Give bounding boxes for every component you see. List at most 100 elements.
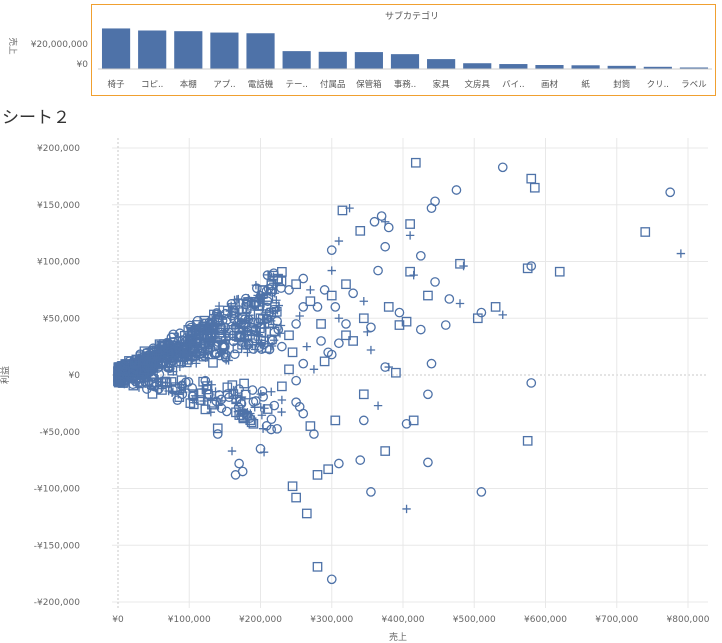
scatter-point-plus[interactable] (243, 348, 252, 357)
scatter-point-circle[interactable] (220, 341, 230, 352)
scatter-point-plus[interactable] (183, 351, 192, 360)
scatter-point-square[interactable] (254, 300, 265, 311)
scatter-point-square[interactable] (312, 561, 323, 572)
scatter-point-square[interactable] (147, 389, 158, 399)
scatter-point-square[interactable] (255, 313, 266, 324)
scatter-point-square[interactable] (139, 364, 150, 374)
bar-3[interactable] (210, 32, 239, 69)
scatter-point-circle[interactable] (355, 455, 366, 465)
scatter-point-plus[interactable] (165, 363, 174, 372)
scatter-point-square[interactable] (529, 182, 540, 193)
scatter-point-circle[interactable] (665, 187, 676, 198)
scatter-point-circle[interactable] (266, 414, 277, 425)
scatter-point-square[interactable] (129, 357, 140, 368)
bar-16[interactable] (679, 67, 709, 69)
scatter-point-circle[interactable] (451, 185, 462, 195)
scatter-point-square[interactable] (522, 435, 533, 446)
scatter-point-circle[interactable] (154, 383, 164, 394)
scatter-point-circle[interactable] (426, 358, 437, 369)
scatter-point-square[interactable] (472, 313, 483, 324)
scatter-point-circle[interactable] (330, 302, 341, 312)
scatter-point-plus[interactable] (224, 356, 233, 365)
scatter-point-plus[interactable] (133, 371, 142, 380)
scatter-point-square[interactable] (207, 397, 217, 408)
scatter-point-plus[interactable] (231, 398, 241, 407)
scatter-point-circle[interactable] (334, 458, 344, 469)
scatter-point-circle[interactable] (423, 389, 433, 400)
bar-0[interactable] (101, 28, 131, 69)
bar-8[interactable] (390, 54, 420, 69)
bar-5[interactable] (282, 51, 311, 69)
scatter-point-plus[interactable] (207, 316, 217, 325)
scatter-point-square[interactable] (380, 446, 391, 456)
scatter-point-square[interactable] (554, 266, 565, 277)
scatter-point-circle[interactable] (234, 458, 244, 469)
scatter-point-circle[interactable] (266, 424, 277, 435)
scatter-point-plus[interactable] (188, 395, 198, 404)
scatter-point-square[interactable] (291, 279, 301, 290)
scatter-point-circle[interactable] (423, 457, 433, 468)
scatter-point-plus[interactable] (175, 362, 185, 372)
scatter-point-circle[interactable] (341, 319, 351, 329)
scatter-point-square[interactable] (401, 316, 412, 327)
scatter-point-plus[interactable] (178, 348, 188, 358)
scatter-point-square[interactable] (154, 351, 164, 361)
scatter-point-plus[interactable] (277, 395, 287, 405)
scatter-point-plus[interactable] (255, 332, 264, 341)
scatter-point-square[interactable] (348, 336, 358, 346)
scatter-point-circle[interactable] (323, 347, 334, 358)
scatter-point-plus[interactable] (302, 342, 312, 351)
scatter-point-square[interactable] (640, 227, 651, 237)
scatter-point-plus[interactable] (215, 308, 224, 317)
scatter-point-square[interactable] (526, 173, 537, 184)
scatter-point-circle[interactable] (326, 245, 337, 256)
scatter-point-circle[interactable] (401, 418, 412, 429)
scatter-point-plus[interactable] (227, 446, 237, 456)
scatter-point-plus[interactable] (359, 297, 369, 306)
bar-11[interactable] (499, 64, 528, 69)
scatter-point-square[interactable] (287, 347, 298, 358)
scatter-point-circle[interactable] (185, 320, 195, 331)
scatter-point-plus[interactable] (258, 424, 268, 433)
scatter-point-square[interactable] (231, 407, 241, 418)
scatter-point-circle[interactable] (444, 294, 455, 304)
scatter-point-circle[interactable] (135, 349, 146, 360)
scatter-point-square[interactable] (291, 492, 301, 503)
scatter-point-plus[interactable] (256, 389, 265, 399)
scatter-point-square[interactable] (284, 364, 294, 375)
scatter-point-square[interactable] (200, 404, 211, 415)
scatter-point-plus[interactable] (373, 401, 383, 410)
scatter-point-circle[interactable] (440, 320, 451, 330)
scatter-point-square[interactable] (277, 381, 287, 392)
scatter-point-square[interactable] (316, 319, 326, 329)
scatter-point-circle[interactable] (217, 315, 228, 326)
scatter-point-square[interactable] (391, 367, 401, 378)
sales-profit-scatter-chart[interactable]: ¥200,000 ¥150,000 ¥100,000 ¥50,000 ¥0 -¥50,00… (0, 124, 722, 643)
scatter-point-circle[interactable] (376, 211, 387, 221)
scatter-point-circle[interactable] (326, 574, 337, 585)
scatter-point-circle[interactable] (394, 307, 405, 318)
scatter-point-square[interactable] (341, 330, 351, 341)
scatter-point-square[interactable] (276, 276, 287, 287)
scatter-point-circle[interactable] (262, 313, 273, 324)
scatter-point-square[interactable] (188, 343, 199, 354)
scatter-point-plus[interactable] (345, 203, 354, 213)
scatter-point-circle[interactable] (272, 423, 282, 434)
scatter-point-square[interactable] (305, 296, 316, 307)
scatter-point-plus[interactable] (256, 340, 265, 349)
scatter-point-plus[interactable] (158, 377, 167, 387)
scatter-point-circle[interactable] (172, 395, 183, 405)
bar-6[interactable] (318, 51, 347, 69)
scatter-point-plus[interactable] (270, 289, 279, 298)
scatter-point-plus[interactable] (402, 504, 411, 514)
scatter-point-circle[interactable] (316, 336, 326, 346)
scatter-point-circle[interactable] (291, 375, 301, 386)
scatter-point-square[interactable] (186, 326, 197, 337)
bar-2[interactable] (174, 31, 203, 69)
scatter-point-circle[interactable] (366, 487, 376, 497)
scatter-point-square[interactable] (337, 205, 348, 216)
scatter-point-circle[interactable] (312, 302, 323, 312)
scatter-point-circle[interactable] (127, 369, 137, 380)
scatter-point-circle[interactable] (241, 409, 252, 420)
scatter-point-plus[interactable] (309, 365, 319, 374)
